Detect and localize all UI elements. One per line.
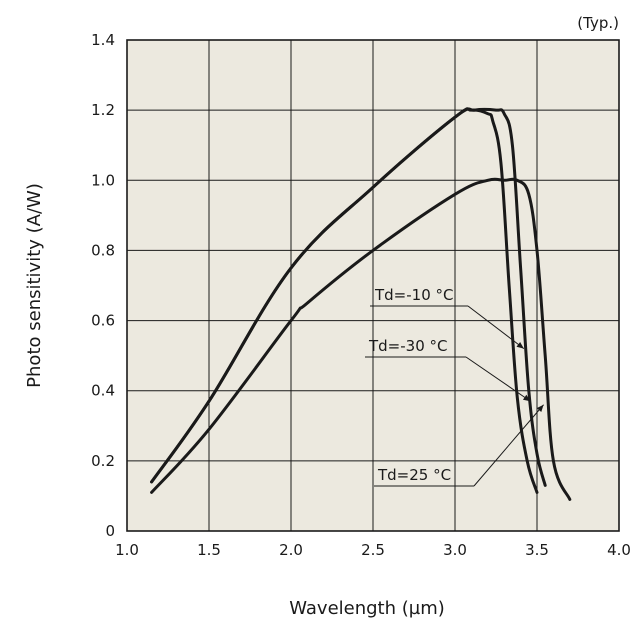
plot-frame [126, 39, 620, 532]
arrowhead [522, 394, 531, 402]
x-tick-labels: 1.0 1.5 2.0 2.5 3.0 3.5 4.0 [115, 541, 631, 559]
y-tick-label: 0.4 [91, 382, 115, 400]
y-tick-label: 0.6 [91, 312, 115, 330]
leader-line [467, 305, 525, 350]
series-annotations: Td=-10 °C Td=-30 °C Td=25 °C [365, 286, 544, 487]
series-line-2 [150, 177, 572, 501]
series-label: Td=-30 °C [368, 337, 448, 355]
leader-line [465, 356, 531, 402]
y-tick-label: 1.2 [91, 101, 115, 119]
x-tick-label: 2.5 [361, 541, 385, 559]
y-tick-labels: 0 0.2 0.4 0.6 0.8 1.0 1.2 1.4 [91, 31, 115, 540]
x-tick-label: 1.0 [115, 541, 139, 559]
y-tick-label: 1.0 [91, 171, 115, 189]
annotation-1: Td=-30 °C [365, 337, 531, 402]
annotation-2: Td=25 °C [374, 404, 544, 487]
x-tick-label: 3.0 [443, 541, 467, 559]
x-axis-title: Wavelength (µm) [289, 598, 445, 619]
x-tick-label: 2.0 [279, 541, 303, 559]
series-line-1 [150, 107, 539, 494]
series-label: Td=-10 °C [374, 286, 454, 304]
y-tick-label: 1.4 [91, 31, 115, 49]
y-axis-title: Photo sensitivity (A/W) [24, 183, 45, 388]
x-tick-label: 4.0 [607, 541, 631, 559]
annotation-0: Td=-10 °C [370, 286, 525, 350]
arrowhead [516, 341, 524, 349]
leader-line [473, 404, 544, 487]
x-tick-label: 3.5 [525, 541, 549, 559]
typical-note: (Typ.) [577, 14, 619, 32]
y-tick-label: 0 [105, 522, 115, 540]
y-tick-label: 0.8 [91, 241, 115, 259]
series-lines [150, 107, 572, 501]
arrowhead [536, 404, 544, 413]
x-tick-label: 1.5 [197, 541, 221, 559]
series-label: Td=25 °C [377, 466, 451, 484]
y-tick-label: 0.2 [91, 452, 115, 470]
